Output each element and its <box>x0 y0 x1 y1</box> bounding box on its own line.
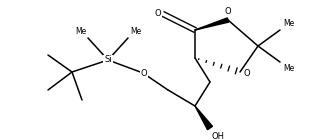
Text: O: O <box>154 9 161 18</box>
Text: Me: Me <box>130 27 141 36</box>
Polygon shape <box>195 106 213 130</box>
Text: O: O <box>244 70 251 79</box>
Text: Me: Me <box>283 64 294 73</box>
Text: Si: Si <box>104 55 112 64</box>
Text: OH: OH <box>212 132 225 139</box>
Text: O: O <box>141 69 147 78</box>
Text: Me: Me <box>75 27 86 36</box>
Text: Me: Me <box>283 19 294 28</box>
Polygon shape <box>195 18 229 30</box>
Text: O: O <box>225 7 231 16</box>
